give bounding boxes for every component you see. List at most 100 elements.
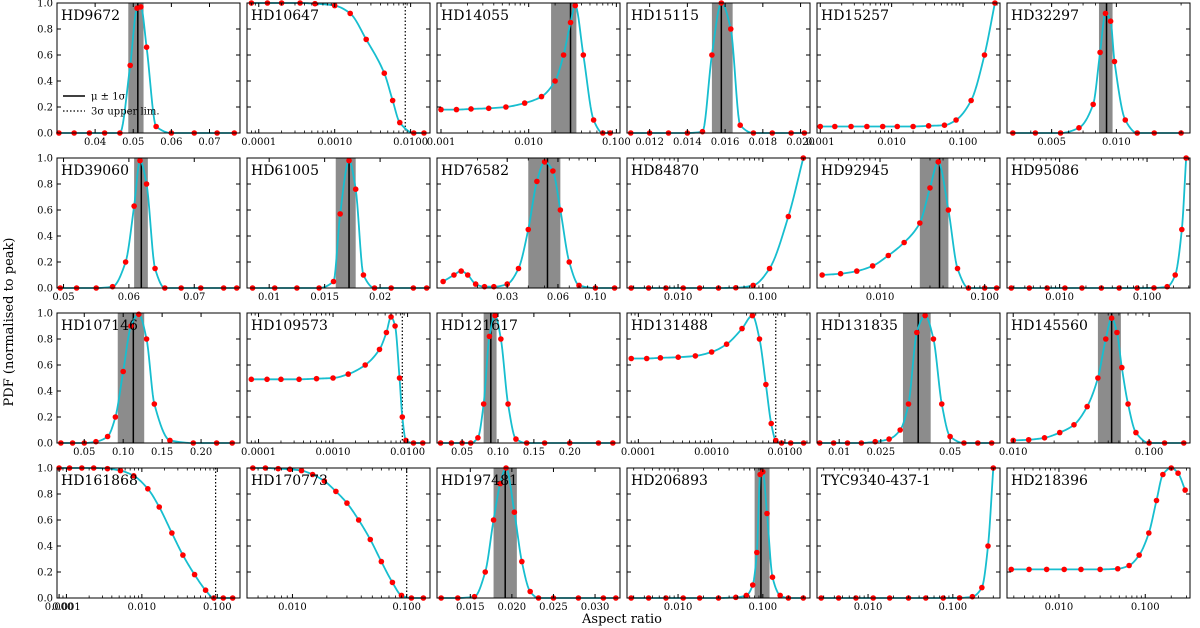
x-tick-label: 0.010 <box>514 137 543 148</box>
data-point <box>1126 562 1132 569</box>
panel-hd131488: 0.0001 0.0010 0.0100 HD131488 <box>621 312 811 458</box>
data-point <box>768 420 774 427</box>
y-tick-label: 0.6 <box>37 516 53 527</box>
data-point <box>122 259 129 265</box>
data-point <box>346 157 352 164</box>
axes-frame <box>56 157 241 289</box>
data-point <box>981 52 988 58</box>
x-tick-label: 0.100 <box>749 602 778 613</box>
data-point <box>1097 49 1103 56</box>
data-point <box>392 323 398 329</box>
data-point <box>93 438 99 445</box>
x-tick-label: 0.010 <box>664 292 693 303</box>
data-point <box>376 346 383 353</box>
y-tick-label: 0.0 <box>37 129 53 140</box>
data-point <box>947 433 953 440</box>
data-point <box>398 592 405 599</box>
data-point <box>885 252 892 259</box>
axes-frame <box>56 312 241 444</box>
data-point <box>330 375 336 381</box>
data-point <box>527 588 533 595</box>
data-point <box>298 467 305 474</box>
x-tick-label: 0.000 <box>45 602 74 613</box>
data-point <box>927 185 933 191</box>
x-tick-label: 0.018 <box>749 137 778 148</box>
panel-hd170773: 0.010 0.100 HD170773 <box>246 465 431 613</box>
data-point <box>131 203 137 209</box>
data-point <box>979 584 985 591</box>
data-point <box>1125 401 1131 407</box>
x-tick-label: 0.100 <box>939 602 968 613</box>
data-point <box>590 117 597 123</box>
data-point <box>628 355 635 362</box>
pdf-curve <box>252 467 424 599</box>
panel-hd9672: 0.0 0.2 0.4 0.6 0.8 1.0 0.04 0.05 0.06 0.07 HD9672… <box>37 0 241 148</box>
x-tick-label: 0.07 <box>198 137 220 148</box>
x-tick-label: 0.04 <box>84 137 106 148</box>
y-tick-label: 1.0 <box>37 154 53 165</box>
sigma-band <box>919 158 949 288</box>
data-point <box>143 336 150 342</box>
data-point <box>1119 364 1125 371</box>
panel-hd121617: 0.05 0.10 0.15 0.20 HD121617 <box>436 312 621 458</box>
panel-label: HD131488 <box>631 318 708 334</box>
data-point <box>130 473 137 479</box>
x-tick-label: 0.02 <box>369 292 391 303</box>
data-point <box>498 336 504 342</box>
axes-frame <box>626 312 811 444</box>
data-point <box>935 159 942 165</box>
data-point <box>275 465 281 472</box>
x-tick-label: 0.0100 <box>390 447 425 458</box>
x-tick-label: 0.005 <box>1037 137 1066 148</box>
x-tick-label: 0.100 <box>1133 292 1162 303</box>
data-point <box>143 44 150 50</box>
data-point <box>515 265 522 272</box>
axes-frame <box>816 2 1001 134</box>
x-tick-label: 0.0001 <box>621 447 656 458</box>
data-point <box>1078 566 1084 573</box>
data-point <box>749 582 756 588</box>
data-point <box>772 437 779 444</box>
data-point <box>492 312 498 319</box>
data-point <box>837 270 844 277</box>
panel-hd218396: 0.010 0.100 HD218396 <box>1006 465 1191 613</box>
x-tick-label: 0.010 <box>877 137 906 148</box>
panel-label: HD10647 <box>251 8 319 24</box>
panel-hd61005: 0.01 0.015 0.02 HD61005 <box>246 157 431 303</box>
panel-label: HD9672 <box>61 8 120 24</box>
axes-frame <box>1006 2 1191 134</box>
data-point <box>313 375 320 382</box>
x-tick-label: 0.010 <box>664 602 693 613</box>
data-point <box>848 123 854 130</box>
data-point <box>854 268 860 274</box>
data-point <box>914 329 920 336</box>
data-point <box>355 517 362 523</box>
data-point <box>153 123 159 130</box>
data-point <box>347 10 353 17</box>
data-point <box>723 341 730 348</box>
x-tick-label: 0.06 <box>118 292 140 303</box>
x-tick-label: 0.001 <box>52 602 81 613</box>
data-point <box>879 123 886 130</box>
data-point <box>1107 18 1114 25</box>
data-point <box>1061 566 1067 573</box>
data-point <box>566 259 573 265</box>
y-tick-label: 0.4 <box>37 542 53 553</box>
data-point <box>296 376 302 383</box>
data-point <box>1108 315 1115 322</box>
sigma-band <box>711 3 733 133</box>
data-point <box>763 381 769 388</box>
x-tick-label: 0.0010 <box>316 447 351 458</box>
data-point <box>945 207 952 213</box>
x-tick-label: 0.0010 <box>317 137 352 148</box>
data-point <box>969 593 976 600</box>
data-point <box>832 123 838 130</box>
x-tick-label: 0.012 <box>635 137 664 148</box>
data-point <box>739 325 745 332</box>
panel-hd107146: 0.0 0.2 0.4 0.6 0.8 1.0 0.05 0.10 0.15 0.20 HD1071… <box>37 309 241 458</box>
legend-upper-label: 3σ upper lim. <box>91 107 160 118</box>
data-point <box>1056 429 1063 436</box>
axes-frame <box>626 2 811 134</box>
data-point <box>910 123 916 130</box>
